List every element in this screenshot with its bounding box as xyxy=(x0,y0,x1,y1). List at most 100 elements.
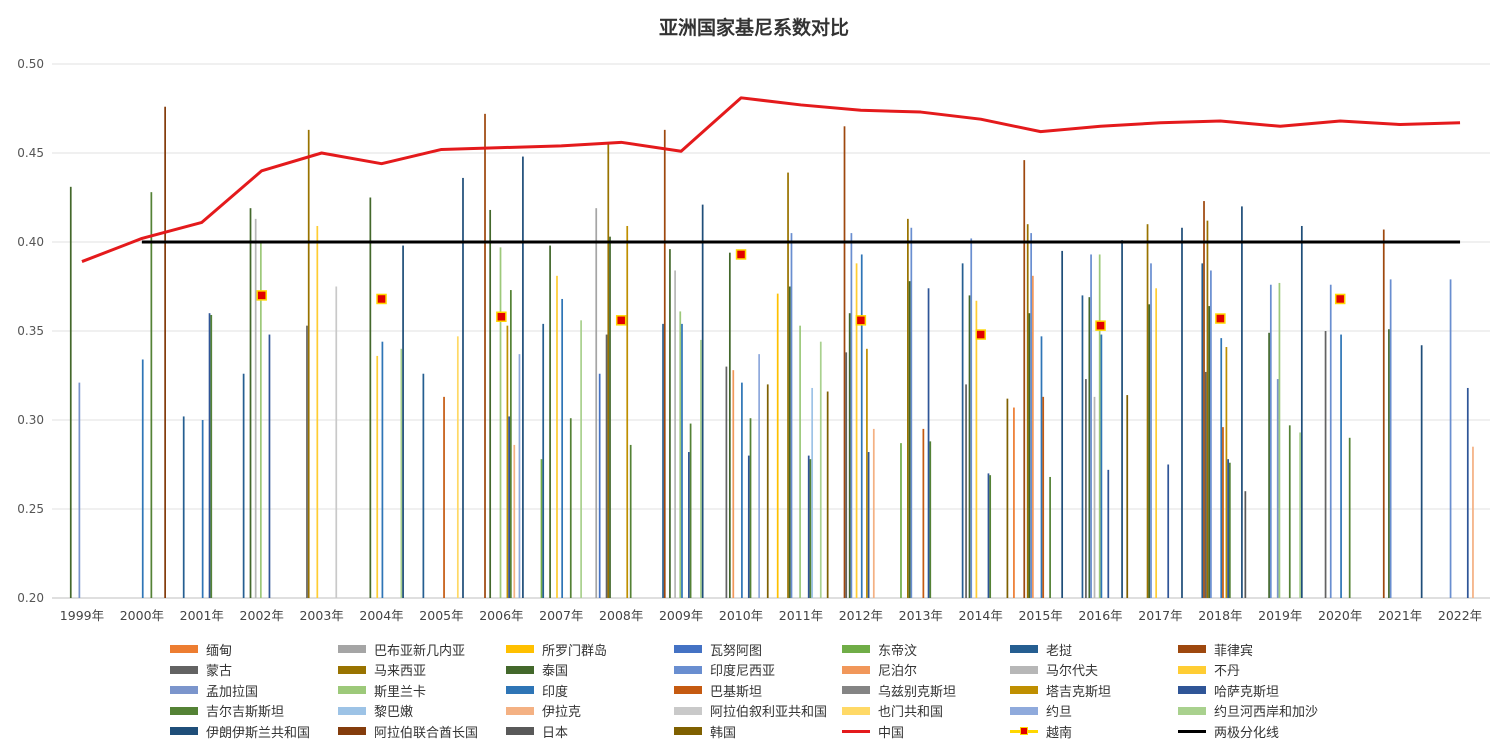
bar xyxy=(1081,295,1084,598)
legend-swatch xyxy=(1010,726,1038,735)
legend-swatch xyxy=(842,729,870,733)
bar xyxy=(790,233,793,598)
bar xyxy=(788,286,791,598)
bar xyxy=(1288,425,1291,598)
x-tick-label: 2005年 xyxy=(419,608,463,623)
legend-swatch xyxy=(674,686,702,694)
legend-item: 伊拉克 xyxy=(506,702,581,720)
bar xyxy=(1203,201,1205,598)
bar xyxy=(1472,446,1474,598)
legend-swatch xyxy=(170,727,198,735)
bar xyxy=(598,373,601,598)
bar xyxy=(208,313,211,598)
bar xyxy=(1100,334,1103,598)
bar xyxy=(1324,331,1327,598)
legend-item: 尼泊尔 xyxy=(842,661,917,679)
bar xyxy=(1210,270,1212,598)
legend-label: 尼泊尔 xyxy=(878,664,918,679)
bar xyxy=(732,370,735,598)
legend-swatch xyxy=(674,727,702,735)
legend-item: 伊朗伊斯兰共和国 xyxy=(170,722,311,741)
x-tick-label: 2019年 xyxy=(1258,608,1302,623)
bar xyxy=(1088,297,1091,598)
y-tick-label: 0.50 xyxy=(17,57,44,71)
x-tick-label: 2008年 xyxy=(599,608,643,623)
legend-item: 缅甸 xyxy=(170,640,233,659)
bar xyxy=(513,444,516,598)
bar xyxy=(1040,336,1043,598)
bar xyxy=(249,208,252,598)
x-tick-label: 2003年 xyxy=(299,608,343,623)
bar xyxy=(989,475,992,598)
legend-item: 约旦 xyxy=(1010,702,1072,720)
legend-label: 老挝 xyxy=(1046,643,1073,659)
legend-item: 阿拉伯联合酋长国 xyxy=(338,722,478,741)
x-tick-label: 2017年 xyxy=(1138,608,1182,623)
bar xyxy=(725,366,728,598)
bar xyxy=(1098,254,1101,598)
legend-swatch xyxy=(338,686,366,694)
bar xyxy=(747,455,750,598)
bar xyxy=(1204,371,1207,598)
bar xyxy=(306,325,308,598)
legend-item: 约旦河西岸和加沙 xyxy=(1178,702,1318,720)
bar xyxy=(700,339,702,598)
legend-swatch xyxy=(170,665,198,674)
bar xyxy=(987,473,990,598)
legend-swatch xyxy=(842,686,870,694)
bar xyxy=(1228,462,1231,598)
legend-swatch xyxy=(1010,645,1038,653)
bar xyxy=(741,382,743,598)
bar xyxy=(201,420,204,598)
legend-item: 两极分化线 xyxy=(1178,722,1280,741)
bar xyxy=(848,313,851,598)
legend-item: 东帝汶 xyxy=(842,640,917,659)
legend-swatch xyxy=(338,706,366,715)
y-tick-label: 0.45 xyxy=(17,146,44,160)
bar xyxy=(549,245,551,598)
legend-label: 所罗门群岛 xyxy=(542,643,608,659)
legend-label: 两极分化线 xyxy=(1214,725,1280,741)
bar xyxy=(1061,250,1064,598)
x-tick-label: 2020年 xyxy=(1318,608,1362,623)
legend-label: 伊朗伊斯兰共和国 xyxy=(206,725,311,741)
legend-swatch xyxy=(1178,729,1206,733)
legend-swatch xyxy=(1178,665,1206,674)
bar xyxy=(595,208,598,598)
bar xyxy=(254,218,257,599)
bar xyxy=(443,396,445,598)
bar xyxy=(456,336,459,598)
legend-swatch xyxy=(1178,706,1206,715)
legend-label: 缅甸 xyxy=(206,643,233,659)
bar xyxy=(811,387,814,598)
legend-label: 约旦 xyxy=(1046,705,1073,720)
x-tick-label: 2010年 xyxy=(719,608,763,623)
x-tick-label: 2011年 xyxy=(779,608,823,623)
bar xyxy=(369,197,372,598)
bar xyxy=(1388,329,1390,598)
bar xyxy=(69,186,72,598)
legend-label: 塔吉克斯坦 xyxy=(1046,684,1112,700)
series-line xyxy=(81,96,1461,263)
legend-item: 马尔代夫 xyxy=(1010,661,1098,679)
bar xyxy=(860,254,863,598)
bar xyxy=(766,384,769,598)
legend-label: 哈萨克斯坦 xyxy=(1214,684,1280,700)
y-tick-label: 0.25 xyxy=(17,502,44,516)
gridlines xyxy=(52,63,1490,599)
bar xyxy=(758,354,760,598)
legend-swatch xyxy=(170,645,198,653)
bar xyxy=(1420,345,1423,598)
bar xyxy=(776,293,779,598)
bar xyxy=(663,129,666,599)
bar xyxy=(335,286,338,598)
bar xyxy=(900,443,902,598)
bar xyxy=(268,334,271,598)
bar xyxy=(1150,263,1152,598)
bar xyxy=(1093,396,1096,598)
legend-item: 老挝 xyxy=(1010,640,1073,659)
point xyxy=(735,249,747,260)
x-tick-label: 2006年 xyxy=(479,608,523,623)
bar xyxy=(307,129,310,599)
bar xyxy=(908,281,911,598)
